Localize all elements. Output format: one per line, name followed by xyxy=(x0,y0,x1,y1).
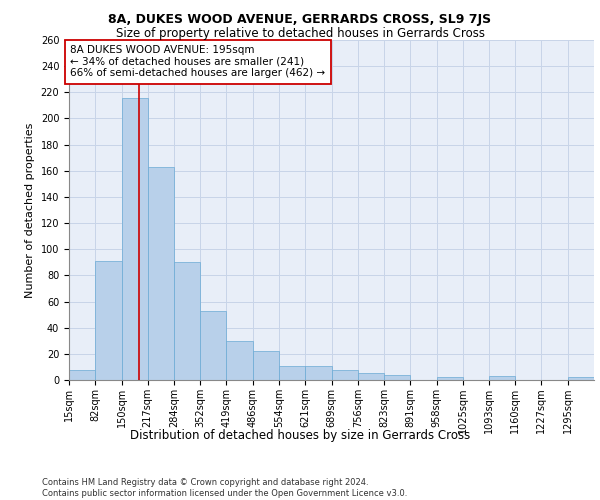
Text: Distribution of detached houses by size in Gerrards Cross: Distribution of detached houses by size … xyxy=(130,428,470,442)
Bar xyxy=(69,370,95,380)
Bar xyxy=(279,366,305,380)
Bar xyxy=(568,378,594,380)
Bar xyxy=(253,351,279,380)
Y-axis label: Number of detached properties: Number of detached properties xyxy=(25,122,35,298)
Bar xyxy=(437,378,463,380)
Text: Size of property relative to detached houses in Gerrards Cross: Size of property relative to detached ho… xyxy=(115,28,485,40)
Bar xyxy=(174,262,200,380)
Text: 8A, DUKES WOOD AVENUE, GERRARDS CROSS, SL9 7JS: 8A, DUKES WOOD AVENUE, GERRARDS CROSS, S… xyxy=(109,12,491,26)
Bar xyxy=(200,310,226,380)
Bar xyxy=(95,261,122,380)
Bar xyxy=(358,374,384,380)
Bar xyxy=(489,376,515,380)
Bar xyxy=(384,375,410,380)
Bar xyxy=(148,167,174,380)
Bar xyxy=(122,98,148,380)
Bar xyxy=(305,366,332,380)
Bar xyxy=(332,370,358,380)
Text: Contains HM Land Registry data © Crown copyright and database right 2024.
Contai: Contains HM Land Registry data © Crown c… xyxy=(42,478,407,498)
Text: 8A DUKES WOOD AVENUE: 195sqm
← 34% of detached houses are smaller (241)
66% of s: 8A DUKES WOOD AVENUE: 195sqm ← 34% of de… xyxy=(70,45,325,78)
Bar xyxy=(226,341,253,380)
